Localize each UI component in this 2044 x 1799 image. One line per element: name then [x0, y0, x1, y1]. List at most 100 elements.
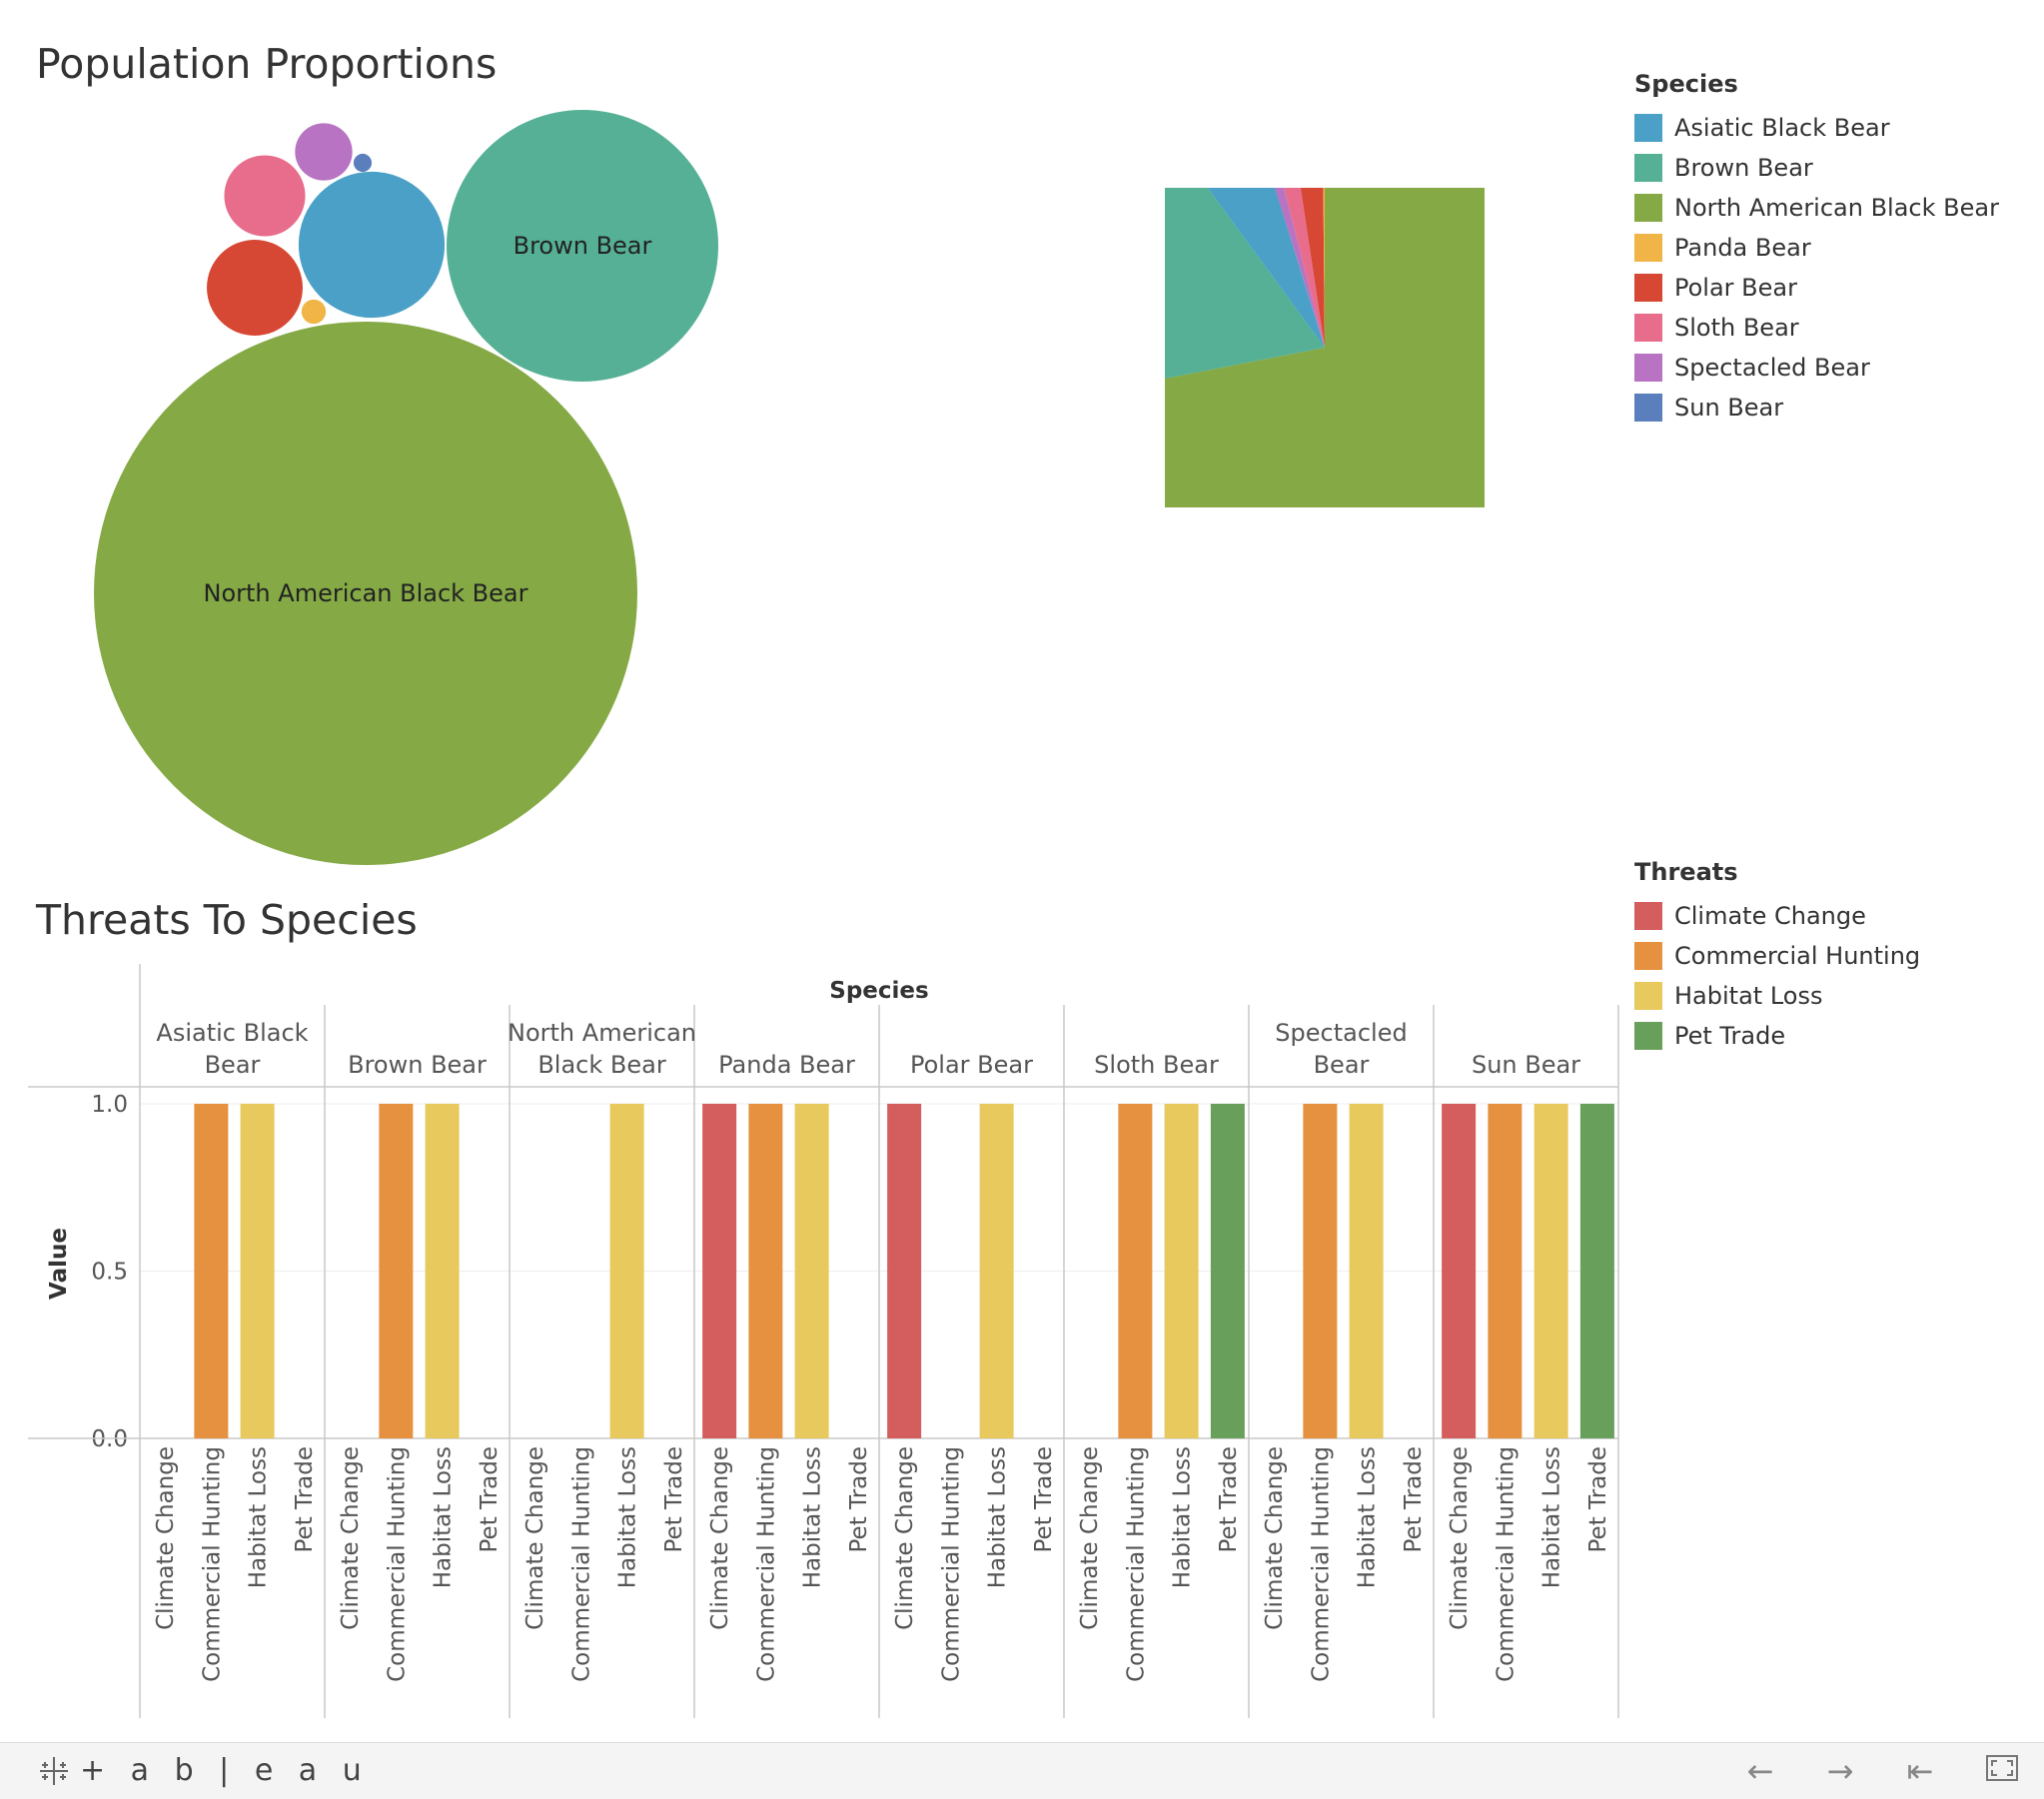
- population-title: Population Proportions: [36, 40, 498, 88]
- legend-swatch: [1634, 1022, 1662, 1050]
- bar-sun-bear-pet-trade[interactable]: [1579, 1104, 1614, 1438]
- legend-swatch: [1634, 194, 1662, 222]
- tableau-logo[interactable]: + a b | e a u: [38, 1753, 370, 1788]
- species-header-north-american-black-bear: Black Bear: [537, 1051, 666, 1079]
- bar-sun-bear-climate-change[interactable]: [1442, 1104, 1477, 1438]
- bubble-sloth-bear[interactable]: [224, 155, 306, 237]
- x-tick-label: Commercial Hunting: [568, 1446, 594, 1682]
- bar-asiatic-black-bear-commercial-hunting[interactable]: [194, 1104, 229, 1438]
- species-legend-item-sloth-bear[interactable]: Sloth Bear: [1634, 308, 1999, 348]
- species-header-spectacled-bear: Bear: [1314, 1051, 1370, 1079]
- threats-legend-item-pet-trade[interactable]: Pet Trade: [1634, 1016, 1920, 1056]
- bar-panda-bear-commercial-hunting[interactable]: [748, 1104, 783, 1438]
- species-header-asiatic-black-bear: Asiatic Black: [156, 1019, 308, 1047]
- x-tick-label: Climate Change: [522, 1446, 548, 1630]
- y-axis-label: Value: [46, 1228, 72, 1300]
- bar-sun-bear-habitat-loss[interactable]: [1533, 1104, 1568, 1438]
- tableau-cross-icon: [40, 1756, 68, 1785]
- threats-legend-item-commercial-hunting[interactable]: Commercial Hunting: [1634, 936, 1920, 976]
- x-tick-label: Habitat Loss: [431, 1446, 457, 1588]
- bar-spectacled-bear-commercial-hunting[interactable]: [1303, 1104, 1338, 1438]
- bar-polar-bear-climate-change[interactable]: [887, 1104, 922, 1438]
- y-tick-label: 1.0: [91, 1092, 128, 1118]
- x-tick-label: Habitat Loss: [246, 1446, 272, 1588]
- legend-swatch: [1634, 154, 1662, 182]
- footer-toolbar: + a b | e a u ← → ⇤: [0, 1742, 2044, 1799]
- bubble-panda-bear[interactable]: [301, 299, 327, 325]
- x-tick-label: Habitat Loss: [615, 1446, 641, 1588]
- pie-slice-sun-bear[interactable]: [1223, 188, 1325, 348]
- species-legend-item-brown-bear[interactable]: Brown Bear: [1634, 148, 1999, 188]
- bar-brown-bear-habitat-loss[interactable]: [425, 1104, 460, 1438]
- legend-swatch: [1634, 394, 1662, 422]
- threats-title: Threats To Species: [36, 896, 418, 944]
- species-legend-item-sun-bear[interactable]: Sun Bear: [1634, 388, 1999, 428]
- legend-swatch: [1634, 114, 1662, 142]
- threats-legend-item-habitat-loss[interactable]: Habitat Loss: [1634, 976, 1920, 1016]
- species-header-sun-bear: Sun Bear: [1472, 1051, 1580, 1079]
- bubble-spectacled-bear[interactable]: [295, 123, 353, 181]
- x-tick-label: Pet Trade: [661, 1446, 687, 1553]
- bubble-polar-bear[interactable]: [207, 240, 303, 336]
- legend-label: North American Black Bear: [1674, 194, 1999, 222]
- legend-label: Spectacled Bear: [1674, 354, 1870, 382]
- legend-label: Asiatic Black Bear: [1674, 114, 1890, 142]
- arrow-left-icon[interactable]: ←: [1746, 1752, 1774, 1790]
- bar-panda-bear-habitat-loss[interactable]: [794, 1104, 829, 1438]
- species-header-asiatic-black-bear: Bear: [205, 1051, 261, 1079]
- x-tick-label: Pet Trade: [1401, 1446, 1427, 1553]
- bar-sloth-bear-commercial-hunting[interactable]: [1118, 1104, 1153, 1438]
- bubble-asiatic-black-bear[interactable]: [298, 171, 446, 319]
- bubble-sun-bear[interactable]: [353, 153, 373, 173]
- x-tick-label: Climate Change: [153, 1446, 179, 1630]
- bubble-north-american-black-bear[interactable]: [94, 322, 637, 865]
- x-tick-label: Climate Change: [338, 1446, 364, 1630]
- bar-sun-bear-commercial-hunting[interactable]: [1488, 1104, 1523, 1438]
- species-header-sloth-bear: Sloth Bear: [1094, 1051, 1219, 1079]
- bar-sloth-bear-pet-trade[interactable]: [1210, 1104, 1245, 1438]
- x-tick-label: Climate Change: [892, 1446, 918, 1630]
- fullscreen-icon[interactable]: [1982, 1753, 2022, 1789]
- y-tick-label: 0.0: [91, 1426, 128, 1452]
- species-legend: Species Asiatic Black Bear Brown Bear Nort…: [1634, 70, 1999, 428]
- species-legend-item-spectacled-bear[interactable]: Spectacled Bear: [1634, 348, 1999, 388]
- legend-swatch: [1634, 902, 1662, 930]
- bubble-label-north-american-black-bear: North American Black Bear: [204, 579, 528, 607]
- bar-polar-bear-habitat-loss[interactable]: [979, 1104, 1014, 1438]
- species-legend-item-asiatic-black-bear[interactable]: Asiatic Black Bear: [1634, 108, 1999, 148]
- x-tick-label: Commercial Hunting: [938, 1446, 964, 1682]
- x-tick-label: Commercial Hunting: [1493, 1446, 1519, 1682]
- bar-brown-bear-commercial-hunting[interactable]: [379, 1104, 414, 1438]
- species-column-header: Species: [829, 978, 928, 1004]
- species-legend-item-panda-bear[interactable]: Panda Bear: [1634, 228, 1999, 268]
- legend-swatch: [1634, 274, 1662, 302]
- bubble-label-brown-bear: Brown Bear: [513, 232, 652, 260]
- legend-swatch: [1634, 942, 1662, 970]
- bar-sloth-bear-habitat-loss[interactable]: [1164, 1104, 1199, 1438]
- species-legend-title: Species: [1634, 70, 1738, 98]
- bar-panda-bear-climate-change[interactable]: [702, 1104, 737, 1438]
- pie-slice-asiatic-black-bear[interactable]: [1165, 188, 1325, 348]
- bar-north-american-black-bear-habitat-loss[interactable]: [609, 1104, 644, 1438]
- legend-swatch: [1634, 234, 1662, 262]
- legend-label: Commercial Hunting: [1674, 942, 1921, 970]
- x-tick-label: Commercial Hunting: [199, 1446, 225, 1682]
- tableau-wordmark: + a b | e a u: [80, 1753, 370, 1788]
- x-tick-label: Commercial Hunting: [384, 1446, 410, 1682]
- pie-slice-brown-bear[interactable]: [1165, 188, 1325, 413]
- revert-icon[interactable]: ⇤: [1906, 1752, 1934, 1790]
- arrow-right-icon[interactable]: →: [1826, 1752, 1854, 1790]
- legend-label: Pet Trade: [1674, 1022, 1786, 1050]
- x-tick-label: Commercial Hunting: [753, 1446, 779, 1682]
- legend-label: Polar Bear: [1674, 274, 1797, 302]
- species-header-panda-bear: Panda Bear: [718, 1051, 855, 1079]
- x-tick-label: Pet Trade: [1585, 1446, 1611, 1553]
- pie-slice-polar-bear[interactable]: [1274, 188, 1325, 348]
- species-legend-item-polar-bear[interactable]: Polar Bear: [1634, 268, 1999, 308]
- legend-swatch: [1634, 314, 1662, 342]
- bar-spectacled-bear-habitat-loss[interactable]: [1349, 1104, 1384, 1438]
- species-legend-item-north-american-black-bear[interactable]: North American Black Bear: [1634, 188, 1999, 228]
- bubble-brown-bear[interactable]: [447, 110, 718, 382]
- threats-legend-item-climate-change[interactable]: Climate Change: [1634, 896, 1920, 936]
- bar-asiatic-black-bear-habitat-loss[interactable]: [240, 1104, 275, 1438]
